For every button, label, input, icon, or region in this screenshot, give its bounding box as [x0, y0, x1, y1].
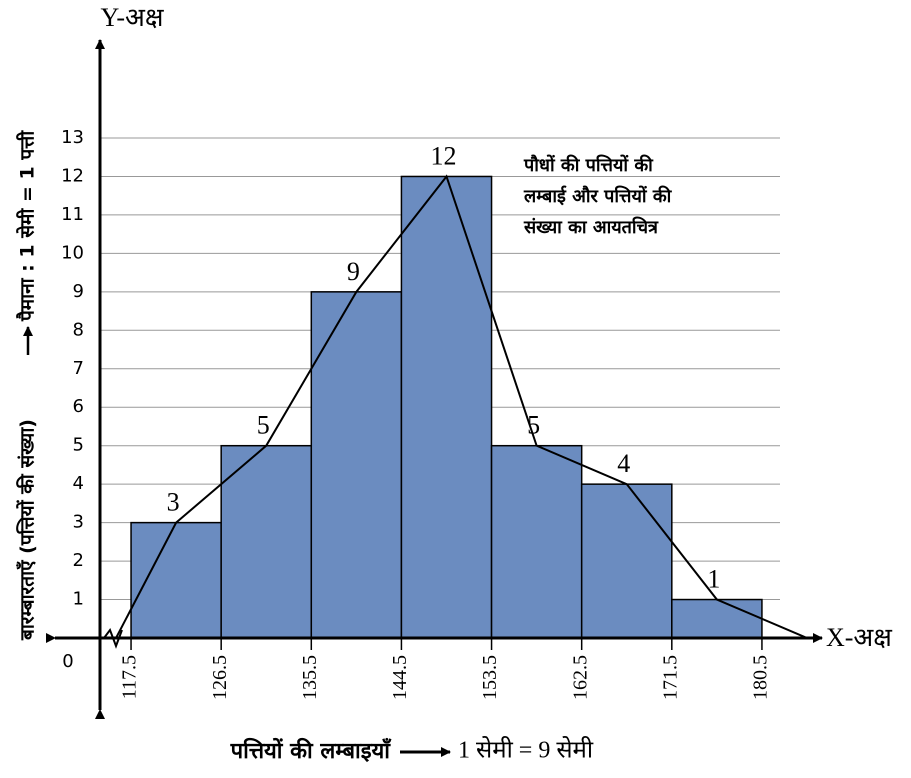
data-label: 4: [617, 449, 630, 478]
x-tick-label: 117.5: [119, 655, 141, 699]
y-tick-label: 1: [73, 589, 84, 610]
y-axis-title: बारम्बारताएँ (पत्तियों की संख्या) पैमाना…: [16, 130, 39, 641]
axis-break: [103, 627, 123, 649]
x-tick-label: 144.5: [389, 655, 411, 700]
y-tick-label: 4: [73, 473, 84, 494]
x-tick-label: 180.5: [750, 655, 772, 700]
y-axis-scale: पैमाना : 1 सेमी = 1 पत्ती: [16, 130, 39, 322]
x-tick-label: 153.5: [479, 655, 501, 700]
bar: [400, 175, 493, 639]
y-tick-label: 10: [61, 242, 84, 263]
bar: [490, 444, 583, 639]
data-label: 12: [430, 141, 456, 170]
bars: [130, 175, 763, 639]
y-tick-label: 9: [73, 281, 84, 302]
data-label: 5: [257, 411, 270, 440]
y-tick-label: 11: [61, 204, 84, 225]
data-label: 5: [527, 411, 540, 440]
x-tick-label: 162.5: [569, 655, 591, 700]
data-label: 1: [707, 565, 720, 594]
bar: [671, 598, 763, 639]
bar: [220, 444, 313, 639]
y-tick-label: 7: [73, 358, 84, 379]
data-label: 9: [347, 257, 360, 286]
x-tick-label: 135.5: [299, 655, 321, 700]
y-axis-name: Y-अक्ष: [100, 3, 163, 32]
x-axis-scale: 1 सेमी = 9 सेमी: [458, 736, 594, 764]
y-tick-label: 5: [73, 435, 84, 456]
x-tick-label: 171.5: [659, 655, 681, 700]
y-tick-label: 13: [61, 127, 84, 148]
annotation-line: संख्या का आयतचित्र: [523, 216, 659, 238]
y-tick-label: 3: [73, 512, 84, 533]
annotation-line: लम्बाई और पत्तियों की: [523, 185, 673, 207]
x-axis-name: X-अक्ष: [826, 623, 892, 652]
y-tick-label: 2: [73, 550, 84, 571]
bar: [580, 483, 673, 639]
x-tick-label: 126.5: [209, 655, 231, 700]
bar: [130, 521, 222, 639]
y-tick-label: 6: [73, 396, 84, 417]
y-axis-label: बारम्बारताएँ (पत्तियों की संख्या): [16, 419, 39, 641]
origin-label: 0: [62, 651, 73, 672]
annotation-line: पौधों की पत्तियों की: [523, 154, 654, 176]
y-tick-label: 12: [61, 165, 84, 186]
y-tick-label: 8: [73, 319, 84, 340]
data-label: 3: [167, 488, 180, 517]
x-axis-label: पत्तियों की लम्बाइयाँ: [230, 737, 392, 764]
frequency-polygon: [115, 174, 808, 639]
annotation: पौधों की पत्तियों की लम्बाई और पत्तियों …: [523, 154, 673, 238]
